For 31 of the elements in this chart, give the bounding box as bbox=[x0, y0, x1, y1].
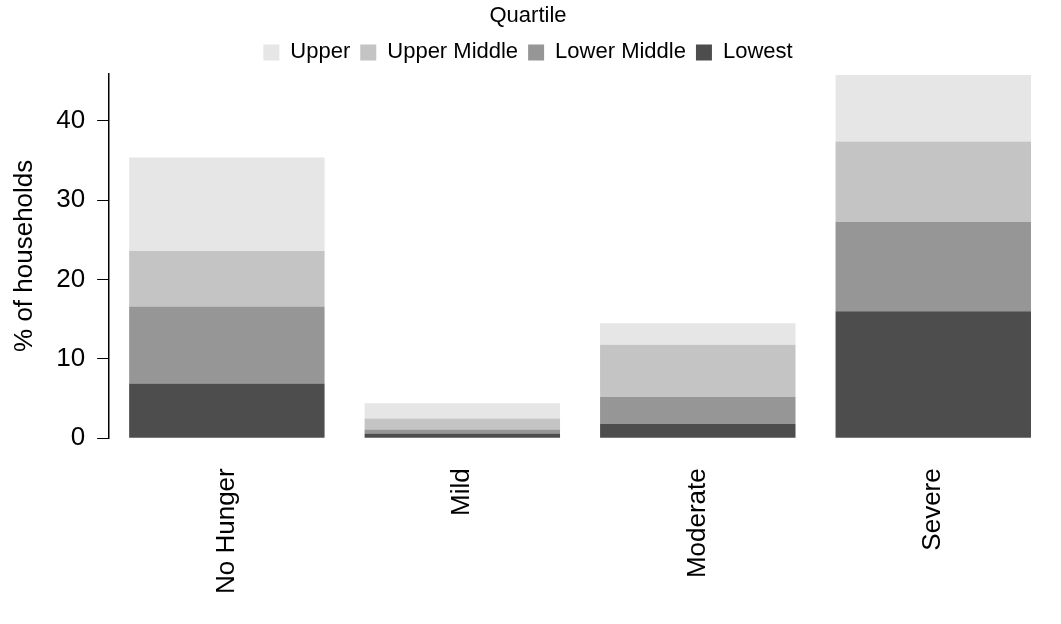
bar bbox=[364, 418, 561, 430]
bar bbox=[364, 433, 561, 438]
bar bbox=[835, 311, 1031, 438]
x-tick-label: Severe bbox=[916, 468, 947, 551]
y-tick-label: 40 bbox=[56, 104, 86, 135]
bar bbox=[600, 423, 796, 438]
bar bbox=[129, 306, 325, 384]
legend-label: Lowest bbox=[722, 38, 793, 64]
legend-label: Lower Middle bbox=[555, 38, 686, 64]
legend-label: Upper Middle bbox=[387, 38, 519, 64]
bar bbox=[129, 157, 325, 252]
y-tick-label: 0 bbox=[70, 421, 86, 452]
x-tick-label: No Hunger bbox=[210, 467, 241, 594]
legend-title: Quartile bbox=[489, 2, 567, 28]
bar bbox=[835, 141, 1031, 222]
bar bbox=[129, 251, 325, 307]
bar bbox=[364, 403, 561, 419]
bar bbox=[600, 323, 796, 345]
bar bbox=[129, 383, 325, 438]
bar bbox=[600, 344, 796, 398]
bar bbox=[364, 429, 561, 434]
y-tick-label: 30 bbox=[56, 183, 86, 214]
x-tick-label: Mild bbox=[445, 468, 476, 516]
bar bbox=[600, 397, 796, 424]
y-tick-label: 20 bbox=[56, 262, 86, 293]
y-axis-title: % of households bbox=[7, 159, 38, 352]
x-tick-label: Moderate bbox=[680, 468, 711, 579]
y-tick-label: 10 bbox=[56, 342, 86, 373]
bar bbox=[835, 221, 1031, 312]
legend-label: Upper bbox=[290, 38, 351, 64]
bar bbox=[835, 74, 1031, 142]
